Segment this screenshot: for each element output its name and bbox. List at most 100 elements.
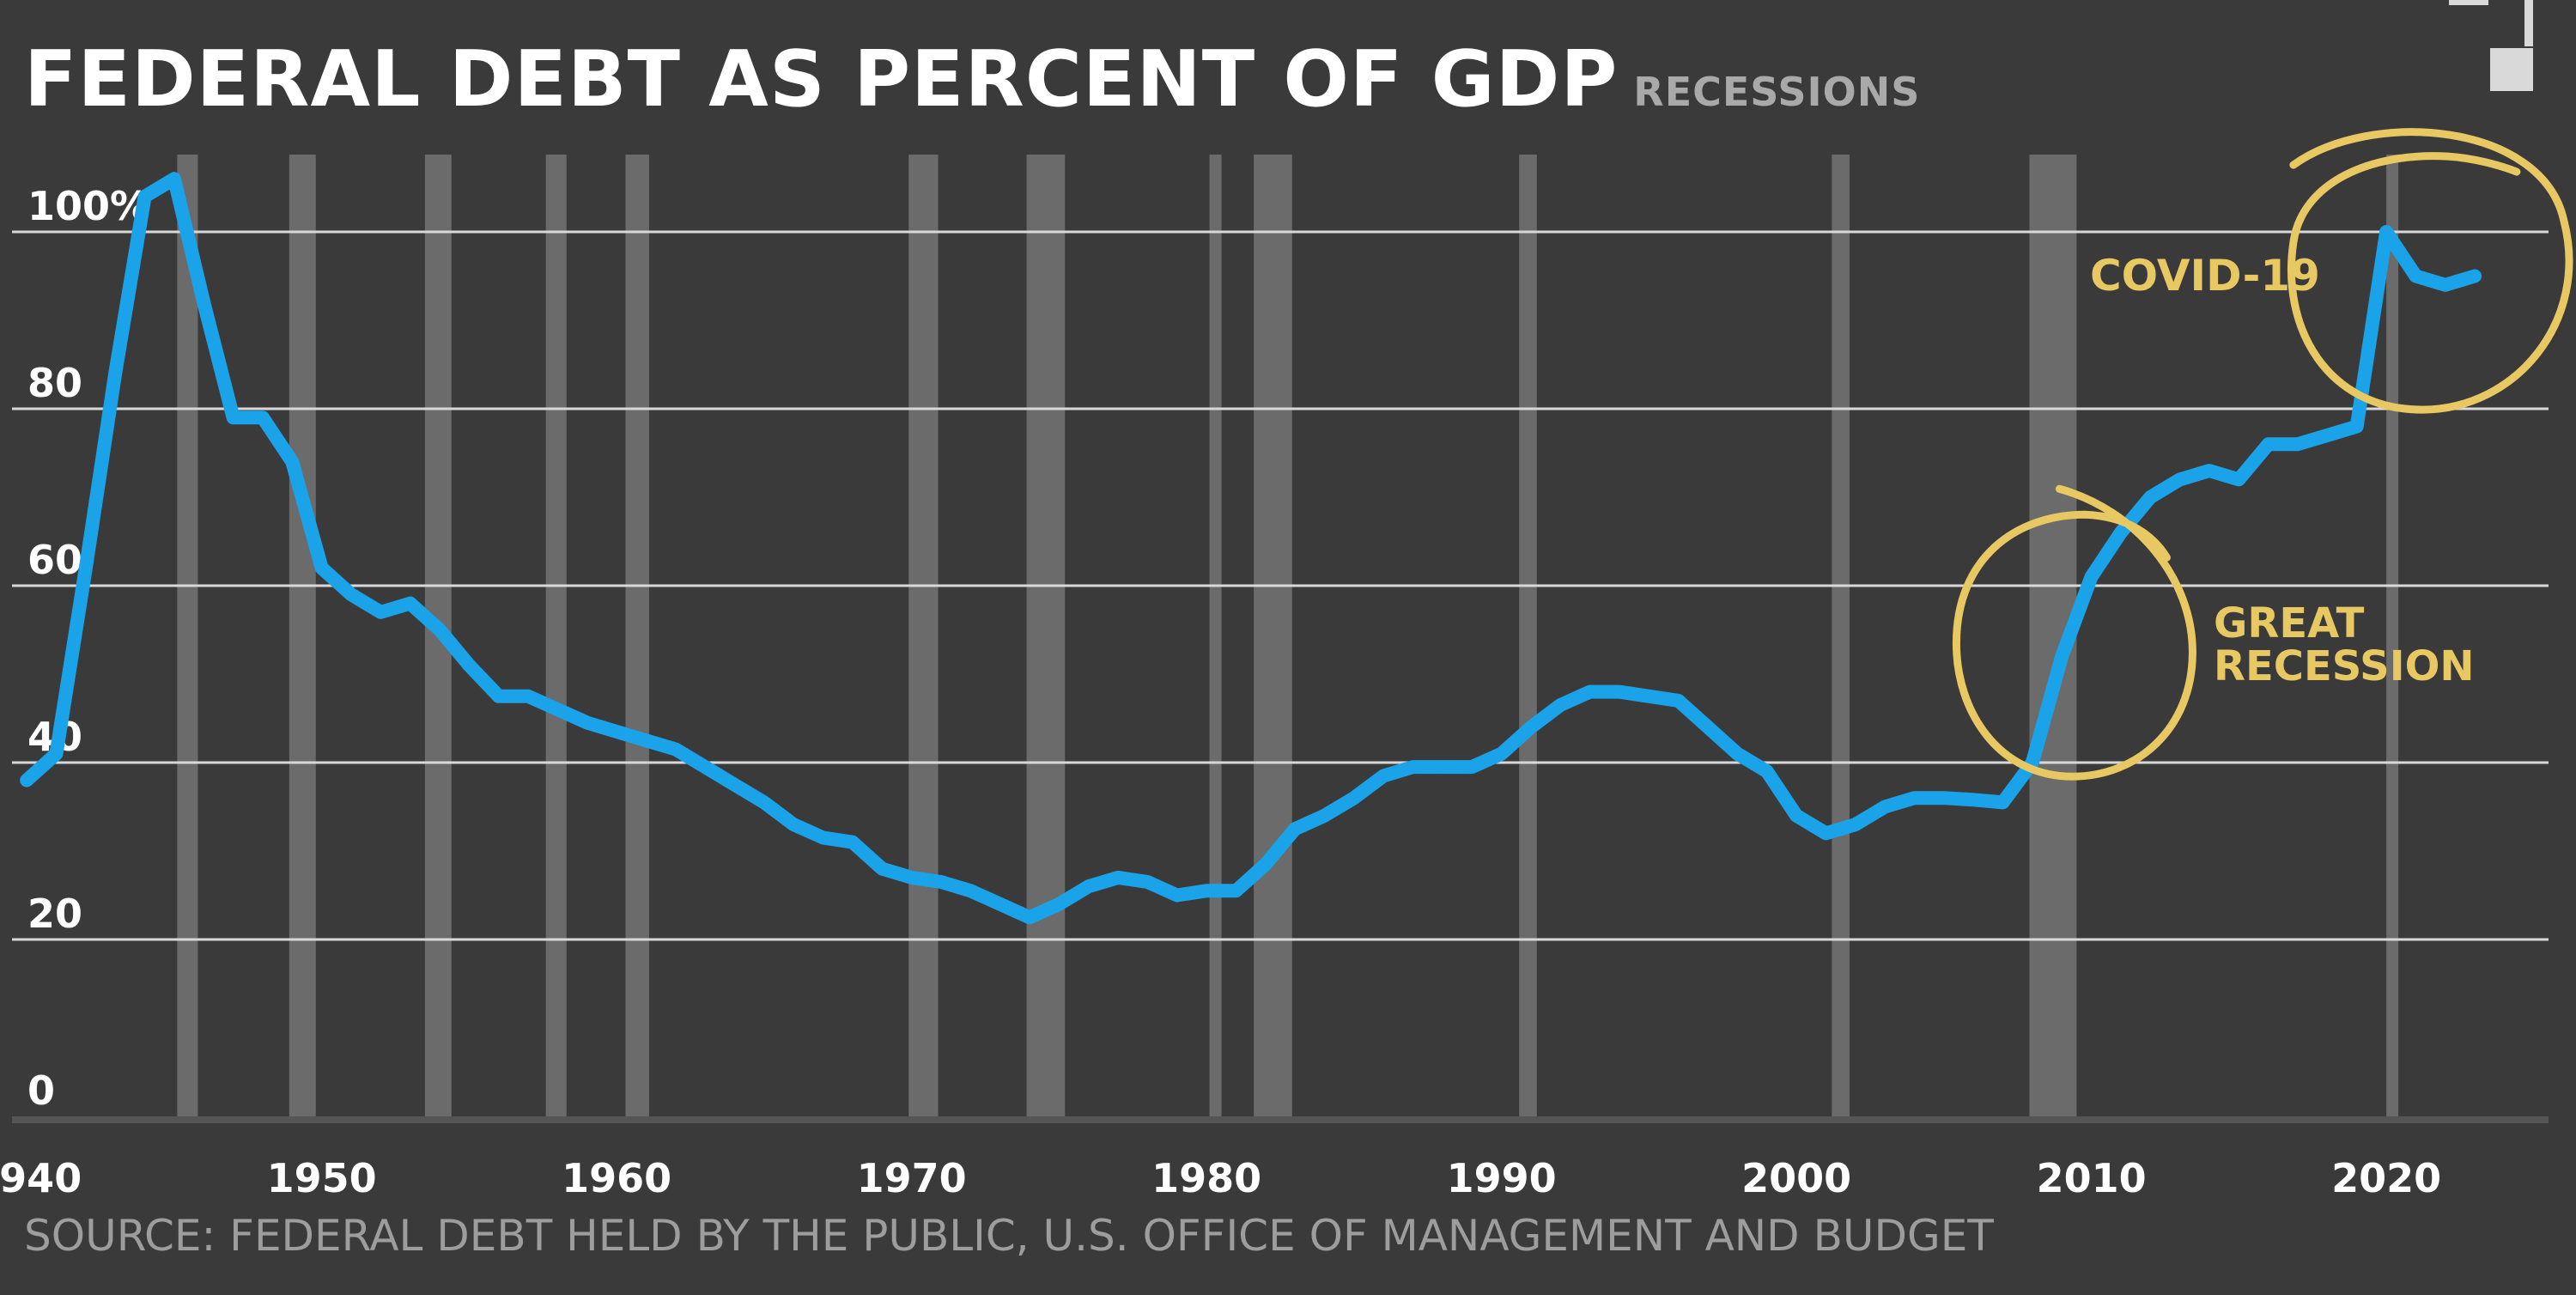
data-point-1942 — [80, 562, 91, 574]
x-axis — [12, 1116, 2549, 1123]
x-tick-labels: 1940 1950 1960 1970 1980 1990 2000 2010 2020 — [0, 1155, 2441, 1201]
source-note: SOURCE: FEDERAL DEBT HELD BY THE PUBLIC,… — [24, 1211, 1994, 1261]
data-point-1969 — [877, 863, 888, 874]
data-point-1963 — [700, 762, 711, 773]
data-point-1957 — [523, 690, 534, 702]
data-point-1970 — [906, 872, 917, 883]
data-point-1976 — [1083, 881, 1094, 892]
covid-19-highlight-circle — [2287, 128, 2573, 414]
data-point-1962 — [670, 744, 681, 755]
data-point-1995 — [1643, 690, 1655, 702]
great-recession-label-line-2: RECESSION — [2214, 642, 2475, 690]
x-tick-label-2000: 2000 — [1741, 1155, 1851, 1201]
data-point-1946 — [198, 297, 210, 308]
data-point-1979 — [1171, 890, 1182, 901]
data-point-1988 — [1437, 762, 1448, 773]
data-point-1972 — [965, 885, 976, 897]
data-point-1961 — [641, 735, 652, 746]
y-tick-label-60: 60 — [27, 537, 82, 583]
data-point-2013 — [2174, 474, 2185, 485]
x-tick-label-1970: 1970 — [857, 1155, 967, 1201]
data-point-1974 — [1024, 912, 1036, 923]
data-point-1989 — [1467, 762, 1478, 773]
recession-band-1 — [177, 155, 198, 1116]
data-point-1975 — [1054, 898, 1065, 909]
recession-band-10 — [1519, 155, 1537, 1116]
x-tick-label-2020: 2020 — [2331, 1155, 2441, 1201]
data-point-1965 — [758, 797, 769, 808]
recession-band-5 — [625, 155, 649, 1116]
recession-band-6 — [908, 155, 939, 1116]
x-axis-line — [12, 1116, 2549, 1123]
data-point-1945 — [168, 173, 179, 185]
data-point-1956 — [493, 690, 504, 702]
data-point-2014 — [2203, 465, 2215, 477]
data-point-1994 — [1614, 686, 1625, 697]
data-point-1993 — [1584, 686, 1595, 697]
x-tick-label-1950: 1950 — [267, 1155, 377, 1201]
data-point-1947 — [228, 412, 239, 423]
data-point-1997 — [1703, 721, 1714, 733]
data-point-1951 — [346, 589, 357, 600]
recession-band-2 — [289, 155, 316, 1116]
data-point-2000 — [1791, 810, 1802, 821]
data-point-1971 — [935, 877, 946, 888]
data-point-1982 — [1260, 859, 1271, 870]
recession-band-4 — [545, 155, 567, 1116]
series-line-1 — [20, 172, 2482, 925]
data-point-1940 — [21, 775, 33, 786]
corner-mark-top — [2449, 0, 2488, 5]
recession-band-8 — [1209, 155, 1222, 1116]
recession-band-13 — [2386, 155, 2399, 1116]
data-point-1990 — [1496, 748, 1507, 759]
data-point-1998 — [1732, 748, 1743, 759]
great-recession-highlight-circle — [1952, 484, 2196, 781]
y-tick-label-20: 20 — [27, 891, 82, 937]
data-point-1983 — [1290, 824, 1301, 835]
title-text: FEDERAL DEBT AS PERCENT OF GDP — [24, 34, 1619, 125]
data-point-2021 — [2410, 271, 2421, 282]
x-tick-label-2010: 2010 — [2037, 1155, 2147, 1201]
data-point-1960 — [611, 726, 623, 737]
data-point-2002 — [1850, 819, 1861, 830]
recession-band-9 — [1254, 155, 1292, 1116]
data-point-2012 — [2145, 492, 2156, 502]
corner-mark-block — [2490, 48, 2533, 91]
data-point-2005 — [1938, 793, 1949, 804]
recessions-legend-label: RECESSIONS — [1633, 69, 1921, 115]
y-tick-label-100: 100% — [27, 183, 149, 229]
corner-mark-side — [2524, 0, 2533, 46]
gridlines — [12, 230, 2549, 941]
data-point-2006 — [1968, 794, 1979, 806]
recession-band-7 — [1026, 155, 1066, 1116]
data-point-1985 — [1348, 793, 1359, 804]
data-point-1967 — [817, 832, 829, 843]
data-point-2001 — [1820, 828, 1832, 839]
data-point-1964 — [729, 779, 740, 790]
great-recession-label-line-1: GREAT — [2214, 599, 2365, 648]
data-point-2010 — [2086, 571, 2097, 582]
data-point-1954 — [434, 624, 446, 635]
data-point-1955 — [464, 660, 475, 671]
x-tick-label-1940: 1940 — [0, 1155, 82, 1201]
data-point-1999 — [1761, 766, 1772, 777]
data-point-2007 — [1997, 797, 2008, 808]
data-point-1966 — [788, 819, 799, 830]
data-point-1986 — [1378, 770, 1389, 781]
x-tick-label-1990: 1990 — [1447, 1155, 1557, 1201]
data-point-1977 — [1113, 872, 1124, 883]
data-point-2015 — [2233, 474, 2245, 485]
data-point-1980 — [1201, 885, 1212, 897]
data-point-2004 — [1909, 793, 1920, 804]
data-point-1941 — [51, 748, 62, 759]
data-point-2020 — [2381, 227, 2392, 237]
data-point-1959 — [581, 717, 592, 728]
x-tick-label-1980: 1980 — [1151, 1155, 1261, 1201]
data-point-2023 — [2470, 271, 2481, 282]
data-point-2022 — [2439, 279, 2451, 290]
data-point-1984 — [1319, 810, 1330, 821]
